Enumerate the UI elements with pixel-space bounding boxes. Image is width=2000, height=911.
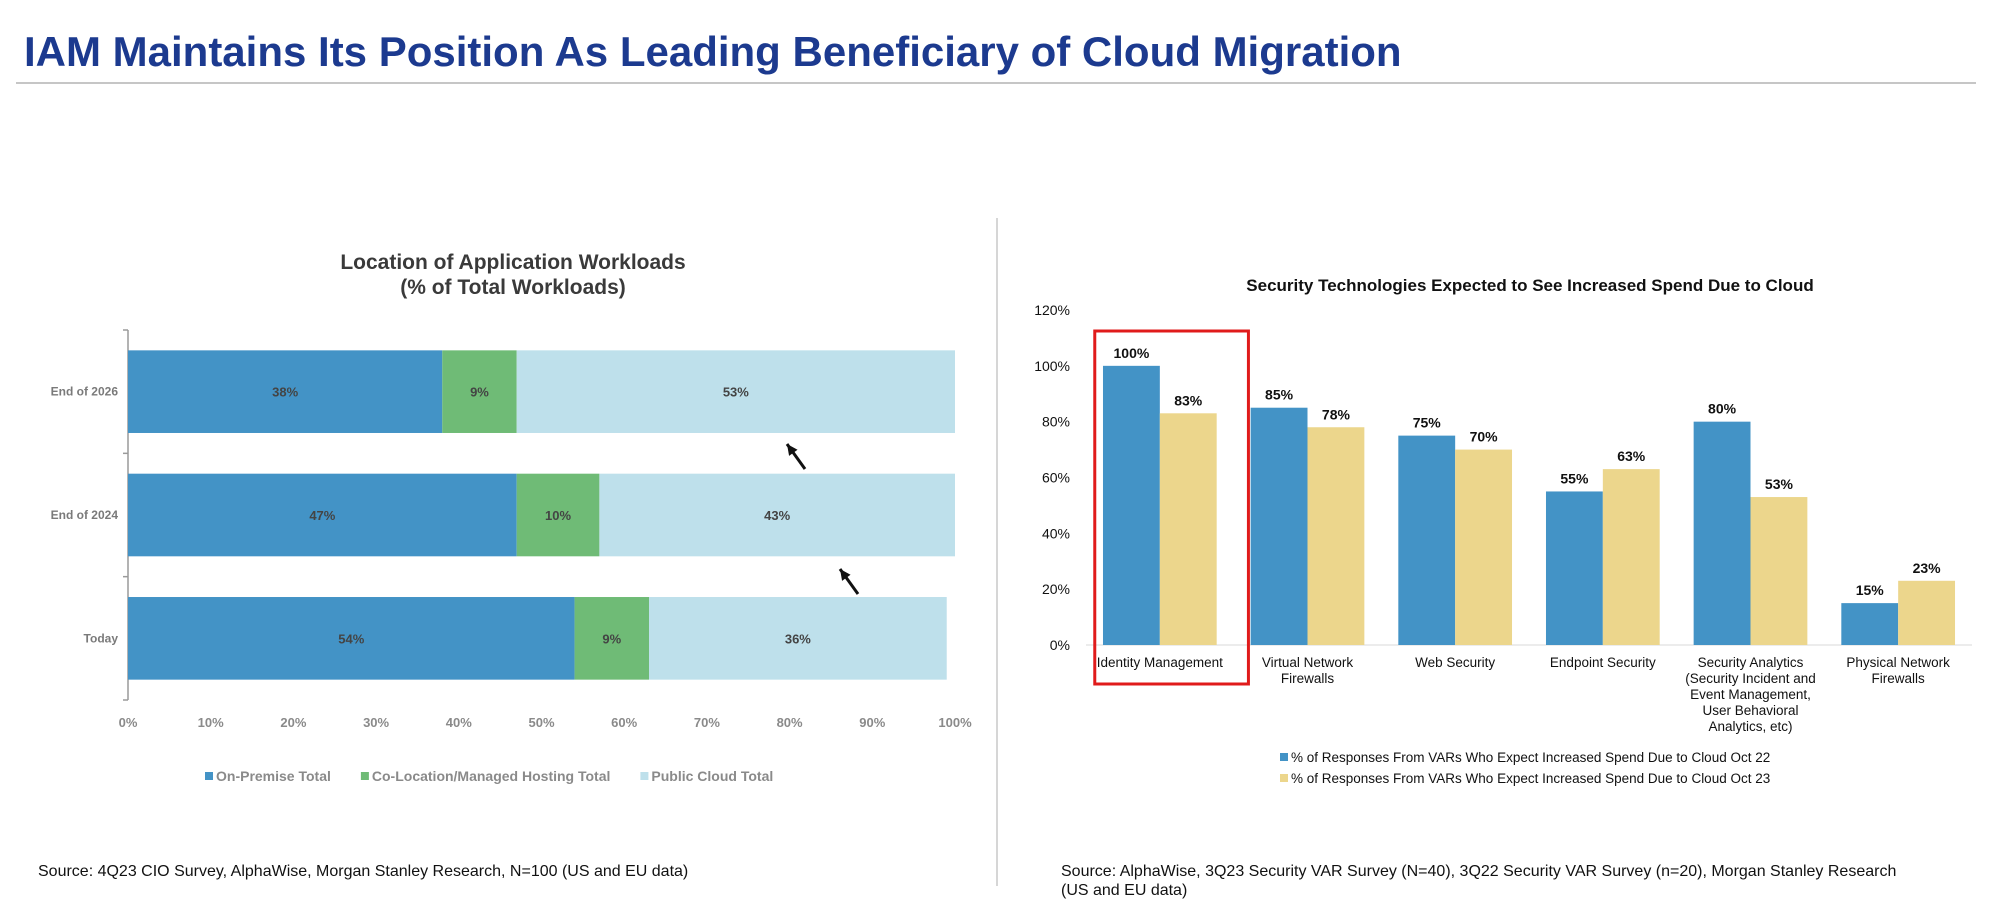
y-tick-label: 80% [1042,414,1070,430]
x-tick-label: 0% [119,715,138,730]
bar-oct-23 [1159,413,1217,645]
legend-swatch [1280,774,1288,782]
data-label: 83% [1174,392,1203,408]
data-label: 70% [1470,429,1499,445]
category-label: Firewalls [1281,671,1335,686]
x-tick-label: 30% [363,715,389,730]
data-label: 53% [1765,476,1794,492]
category-label: Web Security [1415,655,1495,670]
category-label: Firewalls [1872,671,1926,686]
bar-oct-23 [1455,449,1513,645]
x-tick-label: 80% [777,715,803,730]
y-tick-label: 100% [1034,358,1070,374]
legend-swatch [205,772,213,780]
data-label: 100% [1114,345,1150,361]
data-label: 10% [545,508,571,523]
center-divider [996,218,998,886]
source-line: (US and EU data) [1061,882,1188,899]
y-tick-label: 20% [1042,581,1070,597]
x-tick-label: 100% [938,715,972,730]
data-label: 23% [1913,560,1942,576]
data-label: 38% [272,385,298,400]
category-label: Identity Management [1097,655,1223,670]
legend-label: % of Responses From VARs Who Expect Incr… [1291,771,1770,786]
data-label: 9% [470,385,489,400]
source-line: Source: AlphaWise, 3Q23 Security VAR Sur… [1061,863,1897,880]
category-label: End of 2026 [51,385,119,399]
y-tick-label: 40% [1042,525,1070,541]
category-label: Today [84,631,119,645]
bar-segment-on-premise [128,473,517,557]
data-label: 55% [1560,470,1589,486]
bar-segment-colocation [516,473,600,557]
legend-swatch [1280,753,1288,761]
bar-oct-22 [1250,407,1308,645]
category-label: Analytics, etc) [1708,719,1792,734]
category-label: Event Management, [1690,687,1811,702]
bar-segment-colocation [574,597,650,680]
y-tick-label: 120% [1034,302,1070,318]
annotation-arrowhead [840,569,851,581]
chart-title: Security Technologies Expected to See In… [1246,276,1813,295]
source-note-security: Source: AlphaWise, 3Q23 Security VAR Sur… [1061,862,1961,900]
x-tick-label: 70% [694,715,720,730]
bar-segment-colocation [442,350,517,433]
data-label: 9% [602,631,621,646]
bar-oct-22 [1693,421,1751,645]
annotation-arrowhead [787,444,798,456]
data-label: 85% [1265,387,1294,403]
category-label: User Behavioral [1702,703,1798,718]
bar-oct-23 [1307,427,1365,645]
data-label: 80% [1708,401,1737,417]
category-label: Endpoint Security [1550,655,1656,670]
y-tick-label: 0% [1050,637,1070,653]
chart-title: Location of Application Workloads [340,251,685,274]
category-label: Security Analytics [1698,655,1804,670]
x-tick-label: 60% [611,715,637,730]
category-label: (Security Incident and [1685,671,1816,686]
bar-oct-23 [1898,580,1956,645]
bar-oct-22 [1545,491,1603,645]
category-label: Virtual Network [1262,655,1354,670]
chart-subtitle: (% of Total Workloads) [400,276,626,299]
x-tick-label: 40% [446,715,472,730]
y-tick-label: 60% [1042,470,1070,486]
bar-segment-public-cloud [516,350,955,433]
x-tick-label: 50% [528,715,554,730]
category-label: Physical Network [1846,655,1950,670]
page-title: IAM Maintains Its Position As Leading Be… [24,28,1402,75]
data-label: 63% [1617,448,1646,464]
bar-segment-public-cloud [599,473,955,557]
data-label: 54% [338,631,364,646]
bar-segment-public-cloud [649,597,947,680]
data-label: 36% [785,631,811,646]
legend-swatch [640,772,649,780]
legend-label: Co-Location/Managed Hosting Total [372,768,611,784]
bar-oct-22 [1398,435,1456,645]
data-label: 75% [1413,415,1442,431]
x-tick-label: 10% [198,715,224,730]
data-label: 47% [309,508,335,523]
legend-label: On-Premise Total [216,768,331,784]
legend-label: Public Cloud Total [651,768,773,784]
bar-oct-23 [1602,469,1660,645]
bar-segment-on-premise [128,350,443,433]
data-label: 43% [764,508,790,523]
x-tick-label: 90% [859,715,885,730]
highlight-box [1093,329,1250,686]
data-label: 15% [1856,582,1885,598]
legend-swatch [360,772,369,780]
bar-oct-23 [1750,497,1808,645]
data-label: 78% [1322,406,1351,422]
bar-segment-on-premise [128,597,575,680]
category-label: End of 2024 [51,508,119,522]
legend-label: % of Responses From VARs Who Expect Incr… [1291,750,1770,765]
x-tick-label: 20% [280,715,306,730]
title-divider [16,82,1976,84]
data-label: 53% [723,385,749,400]
bar-oct-22 [1841,603,1899,645]
source-note-workloads: Source: 4Q23 CIO Survey, AlphaWise, Morg… [38,863,689,880]
bar-oct-22 [1102,365,1160,645]
